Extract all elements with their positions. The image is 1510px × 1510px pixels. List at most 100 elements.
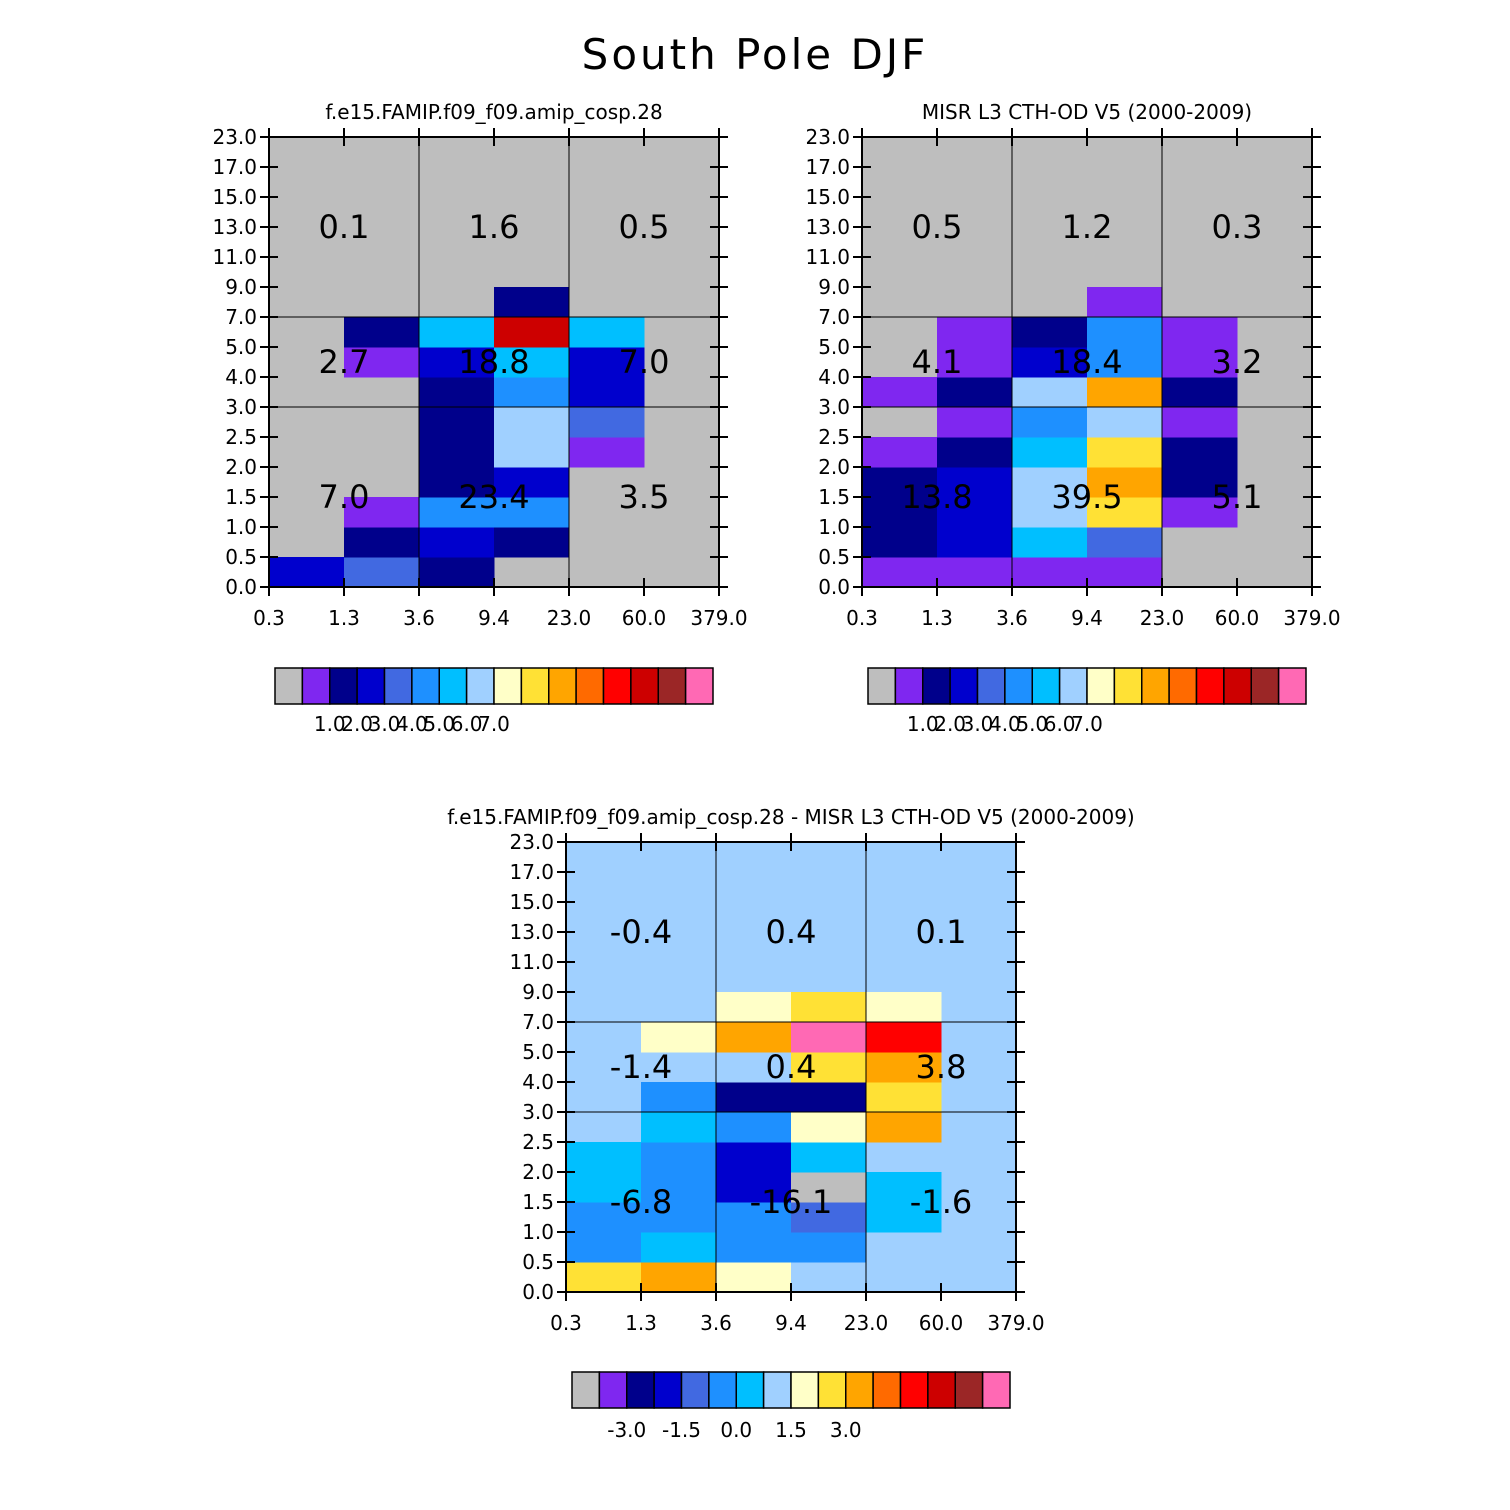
colorbar-box	[790, 1371, 820, 1409]
heatmap-cell	[716, 1052, 792, 1083]
y-tick-label: 3.0	[225, 395, 257, 419]
heatmap-cell	[641, 1082, 717, 1113]
y-tick-label: 9.0	[522, 980, 554, 1004]
colorbar-box	[356, 667, 386, 705]
colorbar-box	[680, 1371, 710, 1409]
region-value-label: 0.3	[1212, 208, 1263, 246]
heatmap-cell	[494, 377, 570, 408]
heatmap-cell	[937, 557, 1013, 588]
colorbar-label: 2.0	[934, 712, 966, 736]
region-value-label: 3.2	[1212, 343, 1263, 381]
region-value-label: 18.8	[458, 343, 529, 381]
heatmap-cell	[569, 377, 645, 408]
y-tick-label: 0.0	[818, 575, 850, 599]
x-tick-label: 1.3	[328, 606, 360, 630]
y-tick-label: 15.0	[212, 185, 257, 209]
colorbar-box	[684, 667, 714, 705]
x-tick-label: 3.6	[403, 606, 435, 630]
y-tick-label: 2.0	[225, 455, 257, 479]
heatmap-cell	[1012, 497, 1088, 528]
heatmap-cell	[494, 287, 570, 318]
colorbar-label: 7.0	[1071, 712, 1103, 736]
region-value-label: 3.5	[619, 478, 670, 516]
colorbar-label: 3.0	[962, 712, 994, 736]
colorbar-box	[548, 667, 577, 705]
heatmap-cell	[1087, 557, 1163, 588]
colorbar-box	[274, 667, 304, 705]
x-tick-label: 3.6	[996, 606, 1028, 630]
y-tick-label: 2.5	[818, 425, 850, 449]
heatmap-cell	[566, 1232, 642, 1263]
x-tick-label: 9.4	[478, 606, 510, 630]
region-value-label: 18.4	[1051, 343, 1122, 381]
heatmap-cell	[569, 407, 645, 438]
heatmap-cell	[641, 1202, 717, 1233]
y-tick-label: 3.0	[818, 395, 850, 419]
heatmap-cell	[494, 527, 570, 558]
y-tick-label: 0.0	[225, 575, 257, 599]
heatmap-cell	[419, 437, 495, 468]
x-tick-label: 0.3	[253, 606, 285, 630]
main-title: South Pole DJF	[581, 30, 929, 79]
y-tick-label: 13.0	[805, 215, 850, 239]
colorbar-box	[1277, 667, 1307, 705]
heatmap-cell	[716, 1112, 792, 1143]
colorbar-box	[383, 667, 413, 705]
colorbar-box	[438, 667, 468, 705]
region-value-label: -6.8	[610, 1183, 672, 1221]
colorbar-box	[845, 1371, 874, 1409]
colorbar-label: 6.0	[1044, 712, 1076, 736]
heatmap-cell	[419, 407, 495, 438]
y-tick-label: 7.0	[522, 1010, 554, 1034]
colorbar-label: -3.0	[607, 1418, 646, 1442]
heatmap-cell	[866, 1172, 942, 1203]
y-tick-label: 17.0	[509, 860, 554, 884]
y-tick-label: 1.0	[522, 1220, 554, 1244]
heatmap-cell	[269, 557, 345, 588]
colorbar-box	[899, 1371, 929, 1409]
y-tick-label: 4.0	[225, 365, 257, 389]
colorbar-box	[1004, 667, 1033, 705]
region-value-label: 0.5	[912, 208, 963, 246]
heatmap-cell	[419, 497, 495, 528]
heatmap-cell	[866, 1052, 942, 1083]
heatmap-cell	[419, 527, 495, 558]
y-tick-label: 15.0	[509, 890, 554, 914]
panel-model: 0.00.51.01.52.02.53.04.05.07.09.011.013.…	[212, 100, 747, 736]
region-value-label: 0.1	[916, 913, 967, 951]
heatmap-cell	[494, 347, 570, 378]
x-tick-label: 23.0	[1140, 606, 1185, 630]
heatmap-cell	[569, 317, 645, 348]
heatmap-cell	[716, 1202, 792, 1233]
heatmap-cell	[866, 1112, 942, 1143]
region-value-label: 13.8	[901, 478, 972, 516]
colorbar-box	[1223, 667, 1252, 705]
y-tick-label: 5.0	[225, 335, 257, 359]
heatmap-cell	[716, 1262, 792, 1293]
heatmap-cell	[1087, 437, 1163, 468]
colorbar-box	[1168, 667, 1198, 705]
y-tick-label: 7.0	[225, 305, 257, 329]
y-tick-label: 23.0	[509, 830, 554, 854]
heatmap-cell	[1012, 467, 1088, 498]
y-tick-label: 13.0	[212, 215, 257, 239]
y-tick-label: 2.0	[522, 1160, 554, 1184]
colorbar-label: 1.5	[775, 1418, 807, 1442]
region-value-label: 23.4	[458, 478, 529, 516]
heatmap-cell	[1087, 407, 1163, 438]
heatmap-cell	[716, 992, 792, 1023]
heatmap-cell	[1012, 527, 1088, 558]
colorbar-box	[1141, 667, 1170, 705]
heatmap-cell	[494, 437, 570, 468]
colorbar-box	[927, 1371, 956, 1409]
heatmap-cell	[1162, 437, 1238, 468]
y-tick-label: 0.5	[225, 545, 257, 569]
y-tick-label: 11.0	[509, 950, 554, 974]
region-value-label: 7.0	[319, 478, 370, 516]
heatmap-cell	[419, 317, 495, 348]
heatmap-cell	[1162, 497, 1238, 528]
heatmap-cell	[862, 497, 938, 528]
y-tick-label: 9.0	[818, 275, 850, 299]
heatmap-cell	[494, 497, 570, 528]
heatmap-cell	[494, 407, 570, 438]
